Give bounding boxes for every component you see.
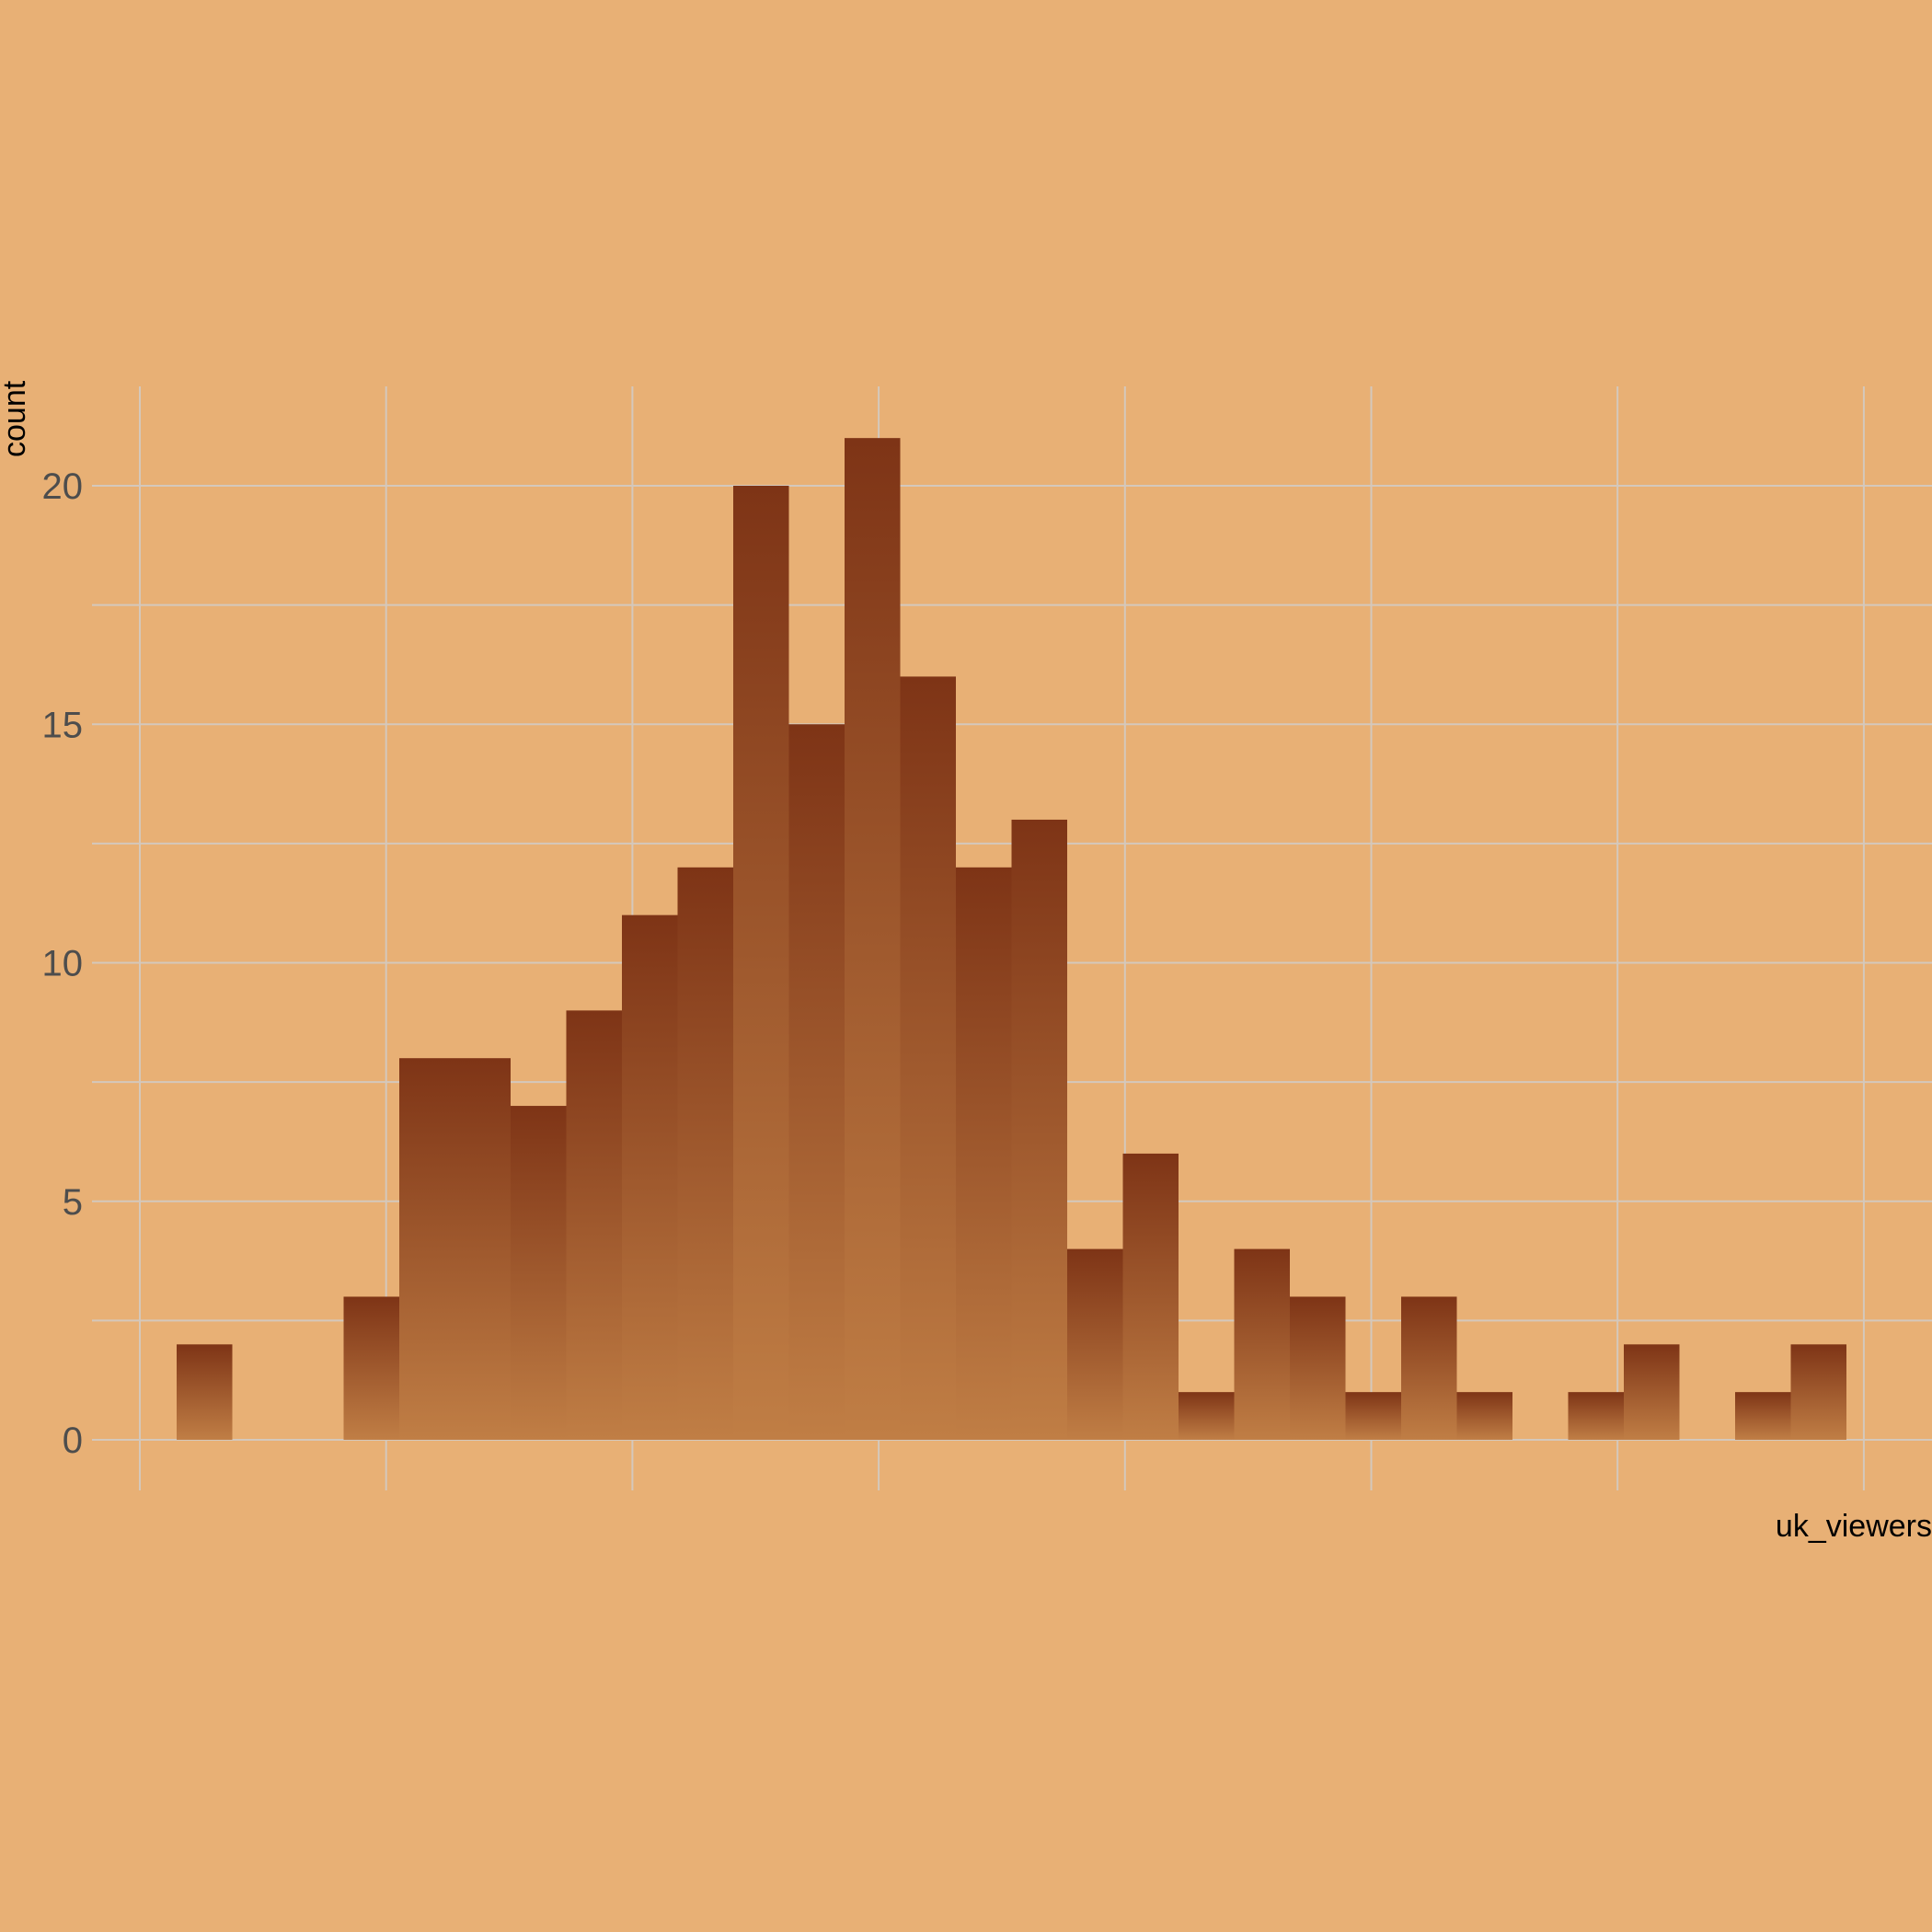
y-tick-label: 15	[42, 705, 84, 745]
histogram-bar	[177, 1344, 233, 1440]
histogram-bar	[733, 486, 789, 1440]
histogram-bar	[1345, 1392, 1401, 1440]
histogram-bars	[177, 438, 1846, 1440]
y-tick-labels: 0 5 10 15 20	[42, 466, 84, 1461]
histogram-bar	[1067, 1248, 1123, 1440]
histogram-bar	[900, 676, 956, 1440]
histogram-bar	[566, 1010, 622, 1440]
histogram-bar	[1456, 1392, 1512, 1440]
histogram-bar	[1011, 819, 1067, 1440]
histogram-bar	[1179, 1392, 1235, 1440]
y-tick-label: 5	[63, 1182, 83, 1223]
histogram-bar	[788, 724, 845, 1440]
histogram-bar	[622, 914, 678, 1440]
y-tick-label: 0	[63, 1420, 83, 1461]
y-tick-label: 10	[42, 944, 84, 984]
histogram-bar	[454, 1058, 511, 1440]
histogram-bar	[1790, 1344, 1846, 1440]
y-axis-title: count	[0, 380, 32, 457]
histogram-bar	[677, 867, 733, 1440]
y-tick-label: 20	[42, 466, 84, 507]
x-axis-title: uk_viewers	[1776, 1509, 1932, 1544]
histogram-bar	[1122, 1153, 1179, 1440]
histogram-bar	[1624, 1344, 1680, 1440]
histogram-bar	[845, 438, 901, 1440]
histogram-bar	[511, 1106, 567, 1440]
histogram-bar	[343, 1296, 399, 1440]
histogram-bar	[1735, 1392, 1791, 1440]
histogram-bar	[956, 867, 1012, 1440]
histogram-bar	[1401, 1296, 1457, 1440]
histogram-bar	[1234, 1248, 1290, 1440]
histogram-bar	[1568, 1392, 1624, 1440]
histogram-bar	[399, 1058, 455, 1440]
histogram-bar	[1290, 1296, 1346, 1440]
